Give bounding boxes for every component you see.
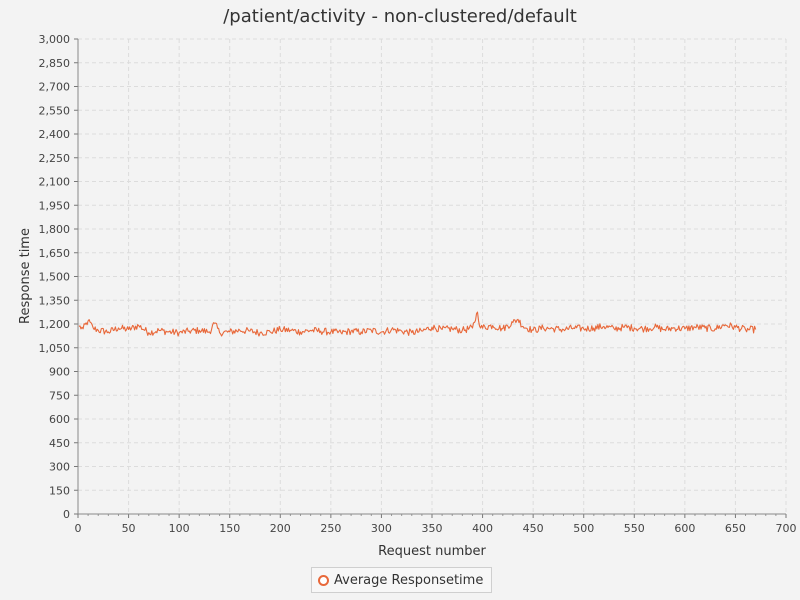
legend-label: Average Responsetime — [334, 572, 484, 588]
axis-layer: 0 150 300 450 600 750 900 1,050 1,200 1,350 1,500 1… — [39, 33, 797, 535]
y-tick-label: 300 — [49, 461, 70, 474]
y-tick-label: 2,550 — [39, 104, 71, 117]
y-tick-label: 1,800 — [39, 223, 71, 236]
x-tick-label: 350 — [422, 522, 443, 535]
x-tick-label: 150 — [219, 522, 240, 535]
y-tick-label: 0 — [63, 508, 70, 521]
y-tick-label: 2,250 — [39, 152, 71, 165]
series-layer — [78, 311, 757, 337]
y-tick-label: 2,400 — [39, 128, 71, 141]
x-tick-label: 0 — [75, 522, 82, 535]
y-tick-label: 1,050 — [39, 342, 71, 355]
y-tick-label: 2,850 — [39, 57, 71, 70]
x-tick-label: 500 — [573, 522, 594, 535]
legend: Average Responsetime — [311, 567, 493, 593]
x-axis-label: Request number — [378, 544, 486, 559]
chart-title: /patient/activity - non-clustered/defaul… — [223, 6, 577, 27]
x-tick-label: 550 — [624, 522, 645, 535]
y-tick-label: 1,350 — [39, 294, 71, 307]
x-tick-label: 600 — [674, 522, 695, 535]
x-tick-label: 200 — [270, 522, 291, 535]
grid-layer — [78, 38, 787, 514]
y-tick-label: 2,100 — [39, 176, 71, 189]
y-tick-label: 150 — [49, 484, 70, 497]
x-tick-label: 450 — [523, 522, 544, 535]
y-tick-label: 450 — [49, 437, 70, 450]
x-tick-label: 100 — [169, 522, 190, 535]
y-tick-label: 750 — [49, 389, 70, 402]
x-tick-label: 300 — [371, 522, 392, 535]
y-axis-label: Response time — [18, 228, 33, 324]
y-tick-label: 1,500 — [39, 271, 71, 284]
y-tick-label: 1,200 — [39, 318, 71, 331]
x-tick-label: 50 — [122, 522, 136, 535]
y-tick-label: 3,000 — [39, 33, 71, 46]
y-tick-label: 2,700 — [39, 81, 71, 94]
y-tick-label: 900 — [49, 366, 70, 379]
x-tick-label: 250 — [320, 522, 341, 535]
y-tick-label: 1,650 — [39, 247, 71, 260]
series-line-average-responsetime — [78, 311, 757, 337]
x-tick-label: 650 — [725, 522, 746, 535]
y-tick-label: 600 — [49, 413, 70, 426]
x-tick-label: 400 — [472, 522, 493, 535]
legend-marker-icon — [318, 574, 329, 586]
y-tick-label: 1,950 — [39, 199, 71, 212]
x-tick-label: 700 — [776, 522, 797, 535]
